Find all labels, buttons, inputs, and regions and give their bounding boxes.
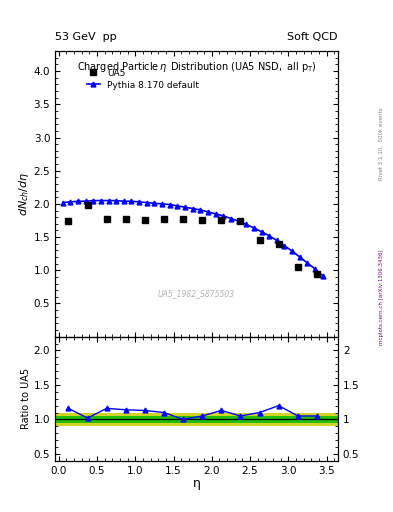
Pythia 8.170 default xyxy=(213,211,218,217)
UA5 xyxy=(162,216,166,222)
Pythia 8.170 default xyxy=(183,204,187,210)
Pythia 8.170 default xyxy=(282,243,287,249)
Pythia 8.170 default xyxy=(83,198,88,204)
UA5 xyxy=(296,264,300,270)
Line: UA5: UA5 xyxy=(65,201,320,278)
Pythia 8.170 default xyxy=(274,238,279,244)
Pythia 8.170 default xyxy=(206,209,210,215)
Text: UA5_1982_S875503: UA5_1982_S875503 xyxy=(158,289,235,298)
Pythia 8.170 default xyxy=(236,218,241,224)
Pythia 8.170 default xyxy=(114,198,119,204)
Pythia 8.170 default xyxy=(160,201,164,207)
UA5 xyxy=(219,218,224,224)
Pythia 8.170 default xyxy=(129,198,134,204)
Pythia 8.170 default xyxy=(175,203,180,209)
Line: Pythia 8.170 default: Pythia 8.170 default xyxy=(60,198,325,278)
Pythia 8.170 default xyxy=(313,266,318,272)
UA5 xyxy=(257,237,262,243)
Y-axis label: $dN_{ch}/d\eta$: $dN_{ch}/d\eta$ xyxy=(17,172,31,216)
UA5 xyxy=(123,216,128,222)
Pythia 8.170 default xyxy=(137,199,141,205)
Pythia 8.170 default xyxy=(259,229,264,235)
Pythia 8.170 default xyxy=(99,198,103,204)
Pythia 8.170 default xyxy=(267,232,272,239)
UA5 xyxy=(143,218,147,224)
Pythia 8.170 default xyxy=(91,198,95,204)
Pythia 8.170 default xyxy=(252,225,256,231)
Pythia 8.170 default xyxy=(75,198,80,204)
UA5 xyxy=(181,216,185,222)
UA5 xyxy=(238,218,243,224)
Pythia 8.170 default xyxy=(121,198,126,204)
Y-axis label: Ratio to UA5: Ratio to UA5 xyxy=(21,368,31,429)
Pythia 8.170 default xyxy=(305,260,310,266)
UA5 xyxy=(85,202,90,208)
Pythia 8.170 default xyxy=(320,272,325,279)
Pythia 8.170 default xyxy=(145,200,149,206)
Text: Soft QCD: Soft QCD xyxy=(288,32,338,42)
Pythia 8.170 default xyxy=(229,216,233,222)
Pythia 8.170 default xyxy=(152,200,157,206)
UA5 xyxy=(104,216,109,222)
Bar xyxy=(55,413,338,426)
Pythia 8.170 default xyxy=(60,200,65,206)
UA5 xyxy=(314,271,319,278)
UA5 xyxy=(66,218,71,224)
Pythia 8.170 default xyxy=(298,254,302,260)
UA5 xyxy=(276,241,281,247)
Pythia 8.170 default xyxy=(68,199,73,205)
Pythia 8.170 default xyxy=(167,202,172,208)
Text: Rivet 3.1.10,  500k events: Rivet 3.1.10, 500k events xyxy=(379,107,384,180)
Pythia 8.170 default xyxy=(198,207,203,213)
Bar xyxy=(55,416,338,423)
UA5 xyxy=(200,217,205,223)
Text: mcplots.cern.ch [arXiv:1306.3436]: mcplots.cern.ch [arXiv:1306.3436] xyxy=(379,249,384,345)
Legend: UA5, Pythia 8.170 default: UA5, Pythia 8.170 default xyxy=(82,65,204,94)
Text: Charged Particle$\,\eta\,$ Distribution $\mathregular{(UA5\ NSD,\ all\ p_T)}$: Charged Particle$\,\eta\,$ Distribution … xyxy=(77,60,316,74)
Pythia 8.170 default xyxy=(221,213,226,219)
X-axis label: η: η xyxy=(193,477,200,490)
Pythia 8.170 default xyxy=(290,248,294,254)
Pythia 8.170 default xyxy=(106,198,111,204)
Pythia 8.170 default xyxy=(190,205,195,211)
Text: 53 GeV  pp: 53 GeV pp xyxy=(55,32,117,42)
Pythia 8.170 default xyxy=(244,221,248,227)
